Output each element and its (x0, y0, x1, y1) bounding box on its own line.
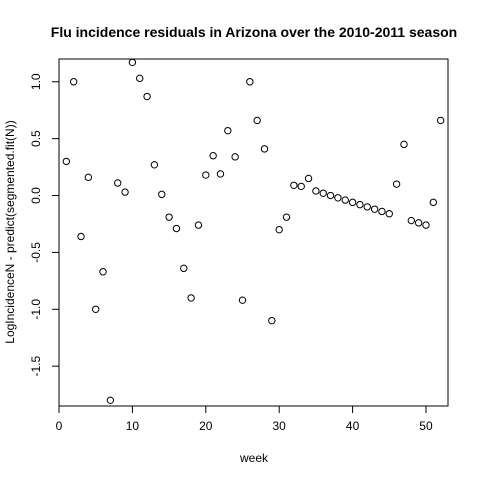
x-tick-label: 40 (346, 419, 360, 433)
data-point (121, 188, 129, 196)
data-point (407, 216, 416, 225)
data-point (297, 182, 305, 191)
x-axis: 0 10 20 30 40 50 (56, 405, 433, 433)
data-point (150, 161, 159, 169)
plot-frame (58, 58, 449, 407)
data-point (429, 198, 438, 207)
data-point (91, 305, 100, 313)
y-tick-label: 0.5 (29, 130, 43, 147)
data-point (194, 221, 203, 229)
data-point (414, 219, 423, 227)
data-point (319, 189, 327, 197)
data-point (246, 78, 254, 86)
data-point (158, 190, 166, 199)
x-axis-label: week (239, 451, 269, 465)
data-point (326, 191, 335, 200)
y-tick-label: -1.5 (29, 356, 43, 377)
data-point (69, 78, 78, 86)
data-point (62, 157, 71, 166)
data-point (385, 210, 393, 218)
data-point (275, 225, 283, 234)
data-point (202, 171, 210, 179)
x-tick-label: 20 (199, 419, 213, 433)
data-point (216, 170, 225, 178)
y-tick-label: -1.0 (29, 299, 43, 320)
data-point (422, 221, 430, 229)
data-point (304, 174, 313, 183)
data-point (282, 213, 291, 221)
data-point (253, 116, 261, 125)
data-point (180, 264, 188, 273)
data-point (348, 198, 357, 207)
data-point (392, 180, 401, 188)
data-point (341, 196, 349, 204)
data-point (356, 200, 364, 209)
data-point (334, 194, 342, 202)
y-tick-label: 1.0 (29, 73, 43, 90)
data-point (363, 203, 371, 211)
data-point (231, 153, 239, 161)
data-point (106, 396, 115, 405)
data-point (436, 116, 445, 125)
data-point (224, 126, 232, 135)
data-points (62, 58, 445, 405)
data-point (165, 213, 173, 221)
data-point (312, 187, 320, 195)
data-point (128, 58, 137, 67)
data-point (209, 152, 217, 160)
data-point (290, 181, 298, 189)
x-tick-label: 0 (56, 419, 63, 433)
y-axis-label: LogIncidenceN - predict(segmented.fit(N)… (3, 120, 17, 343)
data-point (143, 92, 151, 101)
x-tick-label: 10 (126, 419, 140, 433)
data-point (238, 296, 247, 304)
data-point (77, 232, 85, 241)
data-point (187, 294, 195, 302)
chart-title: Flu incidence residuals in Arizona over … (51, 24, 457, 40)
data-point (136, 74, 144, 83)
x-tick-label: 30 (273, 419, 287, 433)
data-point (378, 207, 386, 216)
data-point (260, 145, 269, 153)
data-point (400, 140, 408, 149)
data-point (84, 173, 93, 182)
data-point (370, 205, 379, 213)
data-point (268, 316, 276, 325)
data-point (99, 268, 107, 276)
y-tick-label: -0.5 (29, 242, 43, 263)
y-tick-label: 0.0 (29, 187, 43, 204)
data-point (172, 224, 181, 233)
data-point (114, 179, 122, 187)
x-tick-label: 50 (419, 419, 433, 433)
y-axis: -1.5 -1.0 -0.5 0.0 0.5 1.0 (29, 73, 60, 377)
